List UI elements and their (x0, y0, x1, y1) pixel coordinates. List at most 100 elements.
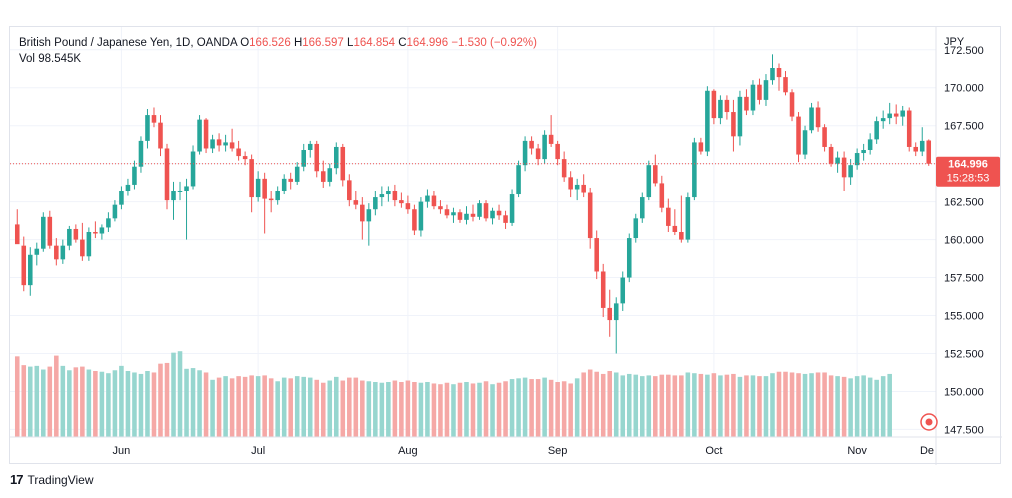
candle-body (529, 140, 534, 149)
candle-body (887, 113, 892, 119)
volume-bar (229, 378, 235, 437)
candle-body (815, 107, 821, 128)
candle-body (412, 209, 417, 231)
volume-bar (848, 378, 853, 437)
candle-body (718, 99, 723, 119)
volume-bar (54, 355, 59, 437)
volume-bar (509, 379, 515, 437)
volume-bar (561, 381, 567, 437)
candle-body (210, 139, 215, 149)
volume-bar (483, 381, 489, 437)
brand-name[interactable]: TradingView (27, 472, 94, 487)
currency-label: JPY (944, 36, 965, 48)
candle-body (34, 248, 40, 255)
tradingview-logo-icon[interactable]: 17 (10, 472, 24, 487)
symbol-title[interactable]: British Pound / Japanese Yen, 1D, OANDA (19, 37, 237, 49)
candle-body (516, 165, 521, 195)
volume-bar (386, 382, 391, 437)
volume-bar (587, 369, 593, 437)
candle-body (86, 232, 92, 257)
candle-body (744, 96, 749, 111)
candle-body (431, 195, 437, 207)
candle-body (809, 107, 814, 131)
volume-bar (412, 382, 417, 437)
candle-body (158, 122, 163, 149)
candle-body (711, 90, 717, 119)
volume-bar (158, 363, 163, 437)
candle-body (522, 140, 528, 166)
volume-bar (737, 376, 743, 437)
volume-bar (106, 373, 111, 437)
volume-bar (496, 382, 502, 437)
candle-body (203, 119, 209, 149)
candle-body (919, 140, 925, 152)
volume-bar (835, 376, 840, 437)
volume-bar (783, 371, 788, 437)
candle-body (164, 148, 170, 201)
candle-body (490, 210, 495, 219)
volume-bar (666, 374, 671, 437)
volume-bar (125, 371, 131, 437)
volume-bar (373, 382, 378, 437)
candle-body (542, 134, 547, 160)
candle-body (106, 218, 111, 228)
volume-bar (613, 372, 619, 437)
candle-body (425, 195, 430, 202)
volume-bar (802, 373, 808, 437)
volume-bar (477, 382, 482, 437)
volume-bar (307, 377, 313, 437)
volume-bar (574, 378, 580, 437)
volume-bar (705, 374, 710, 437)
candlestick-chart[interactable]: JPY 172.500170.000167.500165.000162.5001… (10, 27, 1002, 465)
high-label: H (293, 37, 303, 49)
volume-bar (184, 368, 189, 437)
candle-body (21, 245, 27, 286)
volume-bar (301, 376, 307, 437)
volume-bar (327, 380, 333, 437)
chart-frame: JPY 172.500170.000167.500165.000162.5001… (9, 26, 1002, 465)
volume-bar (418, 382, 424, 437)
volume-bar (353, 377, 359, 437)
footer: 17 TradingView (10, 472, 94, 487)
volume-bar (770, 373, 775, 437)
goto-realtime-button[interactable] (920, 413, 938, 431)
open-label: O (240, 37, 250, 49)
candle-body (379, 194, 385, 198)
candle-body (477, 203, 482, 217)
candle-body (190, 151, 196, 187)
volume-bar (731, 373, 736, 437)
bar-countdown-label: 15:28:53 (947, 173, 990, 185)
candle-body (620, 277, 626, 304)
candle-body (737, 96, 743, 137)
volume-bar (255, 376, 261, 437)
volume-bar (360, 380, 365, 437)
candle-body (705, 90, 710, 152)
candle-body (906, 110, 912, 147)
volume-bar (828, 375, 834, 437)
volume-bar (73, 367, 79, 437)
candle-body (138, 140, 144, 167)
volume-bar (626, 373, 632, 437)
volume-bar (41, 369, 46, 437)
low-label: L (347, 37, 354, 49)
volume-bar (659, 374, 665, 437)
y-tick-label: 170.000 (944, 83, 984, 95)
volume-bar (854, 376, 860, 437)
volume-bar (67, 370, 72, 437)
candle-body (171, 191, 176, 201)
volume-bar (177, 351, 183, 437)
candle-body (229, 142, 235, 149)
high-value: 166.597 (302, 37, 344, 49)
candle-body (770, 68, 775, 81)
volume-bar (698, 373, 704, 437)
candle-body (789, 92, 795, 117)
volume-bar (132, 372, 137, 437)
last-price-tag: 164.996 15:28:53 (936, 156, 1000, 187)
y-tick-label: 160.000 (944, 235, 984, 247)
volume-bar (548, 379, 554, 437)
candle-body (646, 165, 652, 198)
candle-body (392, 191, 398, 201)
candle-body (731, 112, 736, 137)
x-tick-label: Aug (398, 445, 418, 457)
volume-bar (399, 382, 404, 437)
